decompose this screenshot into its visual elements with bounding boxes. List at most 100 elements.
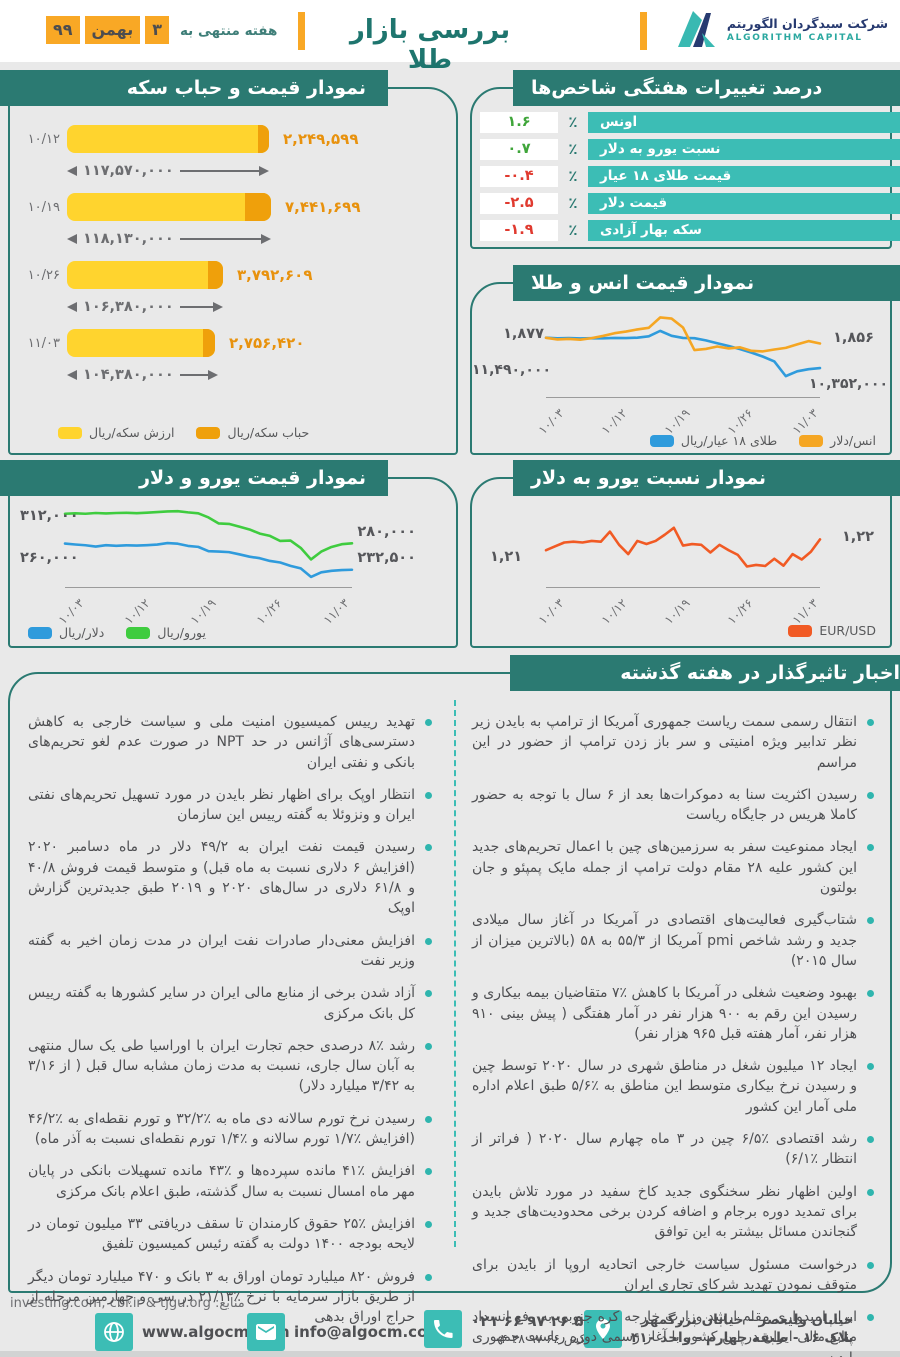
legend-swatch-icon bbox=[28, 626, 52, 639]
coin-bar-row: ۱۰/۱۲ ۲,۲۴۹,۵۹۹ ۱۱۷,۵۷۰,۰۰۰ bbox=[10, 125, 456, 193]
header: ۹۹ بهمن ۳ هفته منتهی به بررسی بازار طلا … bbox=[0, 0, 900, 75]
phone-contact[interactable]: ۰۲۱ ۶۶ ۹۷ ۲۶ ۵۵ فکس ۶۶ ۹۷ ۲۸ ۰۴ bbox=[424, 1310, 593, 1348]
news-item: ابراز امیدواری مقام ارشد وزارت خارجه کره… bbox=[472, 1307, 874, 1357]
coin-value-bar bbox=[67, 125, 269, 153]
weekly-change-value: ۰.۷ bbox=[480, 139, 558, 160]
weekly-changes-title-bar: درصد تغییرات هفتگی شاخص‌ها bbox=[513, 70, 900, 106]
news-column-divider bbox=[454, 700, 456, 1247]
eurusd-legend: EUR/USD bbox=[788, 623, 876, 638]
coin-value-bar bbox=[67, 193, 271, 221]
report-date: ۹۹ بهمن ۳ bbox=[46, 16, 169, 44]
news-item: درخواست مسئول سیاست خارجی اتحادیه اروپا … bbox=[472, 1255, 874, 1296]
date-year-badge: ۹۹ bbox=[46, 16, 80, 44]
news-item: انتقال رسمی سمت ریاست جمهوری آمریکا از ت… bbox=[472, 712, 874, 773]
week-ending-label: هفته منتهی به bbox=[180, 23, 278, 39]
coin-price-arrow: ۱۰۶,۳۸۰,۰۰۰ bbox=[67, 298, 223, 316]
coin-price-value: ۱۱۷,۵۷۰,۰۰۰ bbox=[83, 163, 174, 179]
x-axis-tick-label: ۱۰/۲۶ bbox=[724, 596, 756, 627]
coin-bubble-value: ۳,۷۹۲,۶۰۹ bbox=[237, 266, 313, 284]
date-day-badge: ۳ bbox=[145, 16, 169, 44]
arrow-line bbox=[179, 237, 261, 241]
x-axis-tick-label: ۱۰/۲۶ bbox=[253, 596, 285, 627]
news-item: رشد ٪۸ درصدی حجم تجارت ایران با اوراسیا … bbox=[28, 1036, 432, 1097]
phone-icon bbox=[424, 1310, 462, 1348]
page-title: بررسی بازار طلا bbox=[349, 15, 511, 75]
accent-bar-icon bbox=[298, 12, 305, 50]
weekly-changes-box: ۱.۶ ٪ اونس ۰.۷ ٪ نسبت یورو به دلار -۰.۴ … bbox=[470, 87, 900, 249]
news-item: انتظار اوپک برای اظهار نظر بایدن در مورد… bbox=[28, 785, 432, 826]
ounce-chart-plot bbox=[546, 302, 820, 398]
x-axis-tick-label: ۱۰/۱۲ bbox=[598, 596, 630, 627]
news-box: انتقال رسمی سمت ریاست جمهوری آمریکا از ت… bbox=[8, 672, 892, 1357]
coin-price-value: ۱۰۴,۳۸۰,۰۰۰ bbox=[83, 367, 174, 383]
legend-item: یورو/ریال bbox=[126, 625, 206, 640]
news-item: افزایش ٪۲۵ حقوق کارمندان تا سقف دریافتی … bbox=[28, 1214, 432, 1255]
x-axis-tick-label: ۱۰/۰۳ bbox=[55, 596, 87, 627]
percent-sign: ٪ bbox=[568, 194, 578, 212]
legend-swatch-icon bbox=[58, 426, 82, 439]
email-address[interactable]: info@algocm.com bbox=[294, 1323, 444, 1341]
weekly-change-label: قیمت دلار bbox=[588, 193, 900, 214]
coin-date-label: ۱۰/۱۲ bbox=[27, 132, 60, 147]
coin-price-arrow: ۱۱۷,۵۷۰,۰۰۰ bbox=[67, 162, 269, 180]
brand-name-en: ALGORITHM CAPITAL bbox=[726, 32, 863, 43]
euro-chart-title-bar: نمودار قیمت یورو و دلار bbox=[0, 460, 388, 496]
euro-start-value: ۳۱۲,۰۰۰ bbox=[20, 508, 79, 524]
phone-number[interactable]: ۰۲۱ ۶۶ ۹۷ ۲۶ ۵۵ bbox=[471, 1312, 593, 1330]
date-month-badge: بهمن bbox=[84, 16, 141, 44]
x-axis-tick-label: ۱۰/۰۳ bbox=[535, 406, 567, 437]
legend-item: حباب سکه/ریال bbox=[196, 425, 309, 440]
news-item: افزایش معنی‌دار صادرات نفت ایران در مدت … bbox=[28, 931, 432, 972]
dollar-start-value: ۲۶۰,۰۰۰ bbox=[20, 550, 79, 566]
coin-price-arrow: ۱۱۸,۱۳۰,۰۰۰ bbox=[67, 230, 271, 248]
ounce-chart-box: ۱,۸۷۷ ۱۱,۴۹۰,۰۰۰ ۱,۸۵۶ ۱۰,۳۵۲,۰۰۰ ۱۰/۰۳ … bbox=[470, 282, 892, 455]
address-contact: خیابان ولیعصر - خیابان بزرگمهر پلاک ۱۶ -… bbox=[584, 1310, 854, 1348]
percent-sign: ٪ bbox=[568, 167, 578, 185]
globe-icon bbox=[95, 1313, 133, 1351]
email-contact[interactable]: info@algocm.com bbox=[247, 1313, 443, 1351]
x-axis-tick-label: ۱۰/۱۹ bbox=[187, 596, 219, 627]
news-item: ایجاد ممنوعیت سفر به سرزمین‌های چین با ا… bbox=[472, 837, 874, 898]
sources-line: منابع: investing.com, cbi.ir & tjgu.org bbox=[10, 1296, 245, 1311]
brand-name-fa: شرکت سبدگردان الگوریتم bbox=[726, 15, 888, 31]
gold-start-value: ۱۱,۴۹۰,۰۰۰ bbox=[472, 362, 551, 378]
arrow-line bbox=[179, 305, 213, 309]
legend-swatch-icon bbox=[788, 624, 813, 637]
arrow-right-icon bbox=[261, 234, 271, 244]
eurusd-chart-title-bar: نمودار نسبت یورو به دلار bbox=[513, 460, 900, 496]
coin-chart-box: ۱۰/۱۲ ۲,۲۴۹,۵۹۹ ۱۱۷,۵۷۰,۰۰۰ ۱۰/۱۹ ۷,۴۴۱,… bbox=[8, 87, 458, 455]
coin-bar-row: ۱۰/۲۶ ۳,۷۹۲,۶۰۹ ۱۰۶,۳۸۰,۰۰۰ bbox=[10, 261, 456, 329]
legend-item: ارزش سکه/ریال bbox=[58, 425, 174, 440]
news-item: رسیدن نرخ تورم سالانه دی ماه به ٪۳۲/۲ و … bbox=[28, 1109, 432, 1150]
weekly-change-value: -۲.۵ bbox=[480, 193, 558, 214]
gold-end-value: ۱۰,۳۵۲,۰۰۰ bbox=[809, 376, 888, 392]
weekly-change-row: ۰.۷ ٪ نسبت یورو به دلار bbox=[480, 139, 900, 160]
news-item: آزاد شدن برخی از منابع مالی ایران در سای… bbox=[28, 983, 432, 1024]
legend-label: دلار/ریال bbox=[59, 625, 105, 640]
location-pin-icon bbox=[584, 1310, 622, 1348]
coin-date-label: ۱۰/۱۹ bbox=[27, 200, 60, 215]
coin-price-value: ۱۰۶,۳۸۰,۰۰۰ bbox=[83, 299, 174, 315]
eurusd-x-axis: ۱۰/۰۳ ۱۰/۱۲ ۱۰/۱۹ ۱۰/۲۶ ۱۱/۰۳ bbox=[536, 590, 820, 632]
weekly-change-row: -۲.۵ ٪ قیمت دلار bbox=[480, 193, 900, 214]
weekly-change-value: ۱.۶ bbox=[480, 112, 558, 133]
legend-swatch-icon bbox=[126, 626, 151, 639]
legend-item: EUR/USD bbox=[788, 623, 876, 638]
coin-price-arrow: ۱۰۴,۳۸۰,۰۰۰ bbox=[67, 366, 218, 384]
coin-bubble-value: ۷,۴۴۱,۶۹۹ bbox=[285, 198, 361, 216]
news-list-iran: تهدید رییس کمیسیون امنیت ملی و سیاست خار… bbox=[28, 712, 432, 1339]
percent-sign: ٪ bbox=[568, 113, 578, 131]
arrow-left-icon bbox=[67, 370, 77, 380]
address-line-1: خیابان ولیعصر - خیابان بزرگمهر bbox=[641, 1312, 854, 1328]
arrow-right-icon bbox=[213, 302, 223, 312]
eurusd-chart-plot bbox=[546, 503, 820, 588]
news-item: افزایش ٪۴۱ مانده سپرده‌ها و ٪۴۳ مانده تس… bbox=[28, 1161, 432, 1202]
eurusd-start-value: ۱,۲۱ bbox=[490, 549, 523, 565]
news-list-world: انتقال رسمی سمت ریاست جمهوری آمریکا از ت… bbox=[472, 712, 874, 1357]
x-axis-tick-label: ۱۰/۰۳ bbox=[535, 596, 567, 627]
coin-value-bar bbox=[67, 329, 215, 357]
legend-item: دلار/ریال bbox=[28, 625, 104, 640]
percent-sign: ٪ bbox=[568, 221, 578, 239]
coin-bubble-tip bbox=[203, 329, 215, 357]
address-line-2: پلاک ۱۶ - طبقه چهارم - واحد ۴۱۰ bbox=[631, 1330, 854, 1346]
